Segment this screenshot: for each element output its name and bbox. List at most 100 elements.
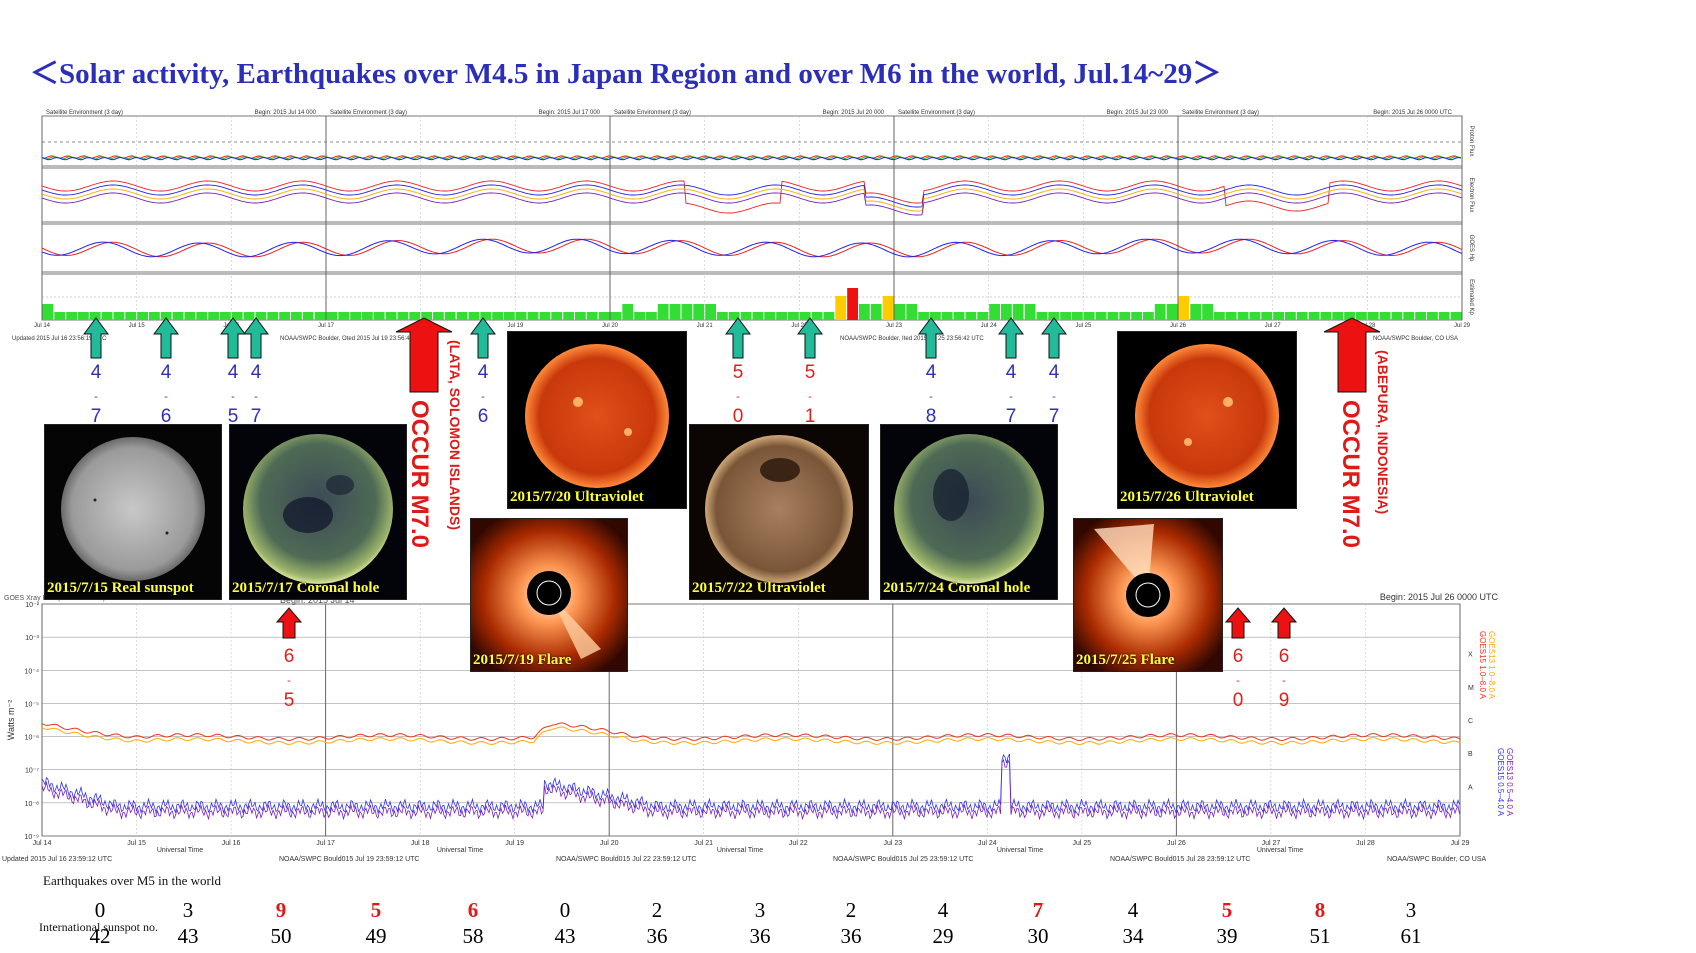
- xray-series-label: GOES13 0.5–4.0 A: [1505, 748, 1514, 817]
- sunspot-number: 50: [270, 924, 292, 948]
- kp-bar: [965, 312, 977, 320]
- kp-bar: [1154, 304, 1166, 320]
- kp-bar: [291, 312, 302, 320]
- kp-bar: [1320, 312, 1332, 320]
- eq-count: 0: [94, 898, 106, 922]
- kp-bar: [1001, 304, 1012, 320]
- kp-bar: [1344, 312, 1355, 320]
- eq-count: 3: [754, 898, 766, 922]
- photo-real-sunspot: 2015/7/15 Real sunspot: [44, 424, 222, 600]
- xray-date-tick: Jul 25: [1073, 840, 1092, 847]
- sunspot-disk-icon: [61, 437, 205, 581]
- kp-bar: [160, 312, 172, 320]
- kp-bar: [882, 296, 894, 320]
- kp-bar: [669, 304, 681, 320]
- kp-bar: [752, 312, 764, 320]
- kp-bar: [1083, 312, 1095, 320]
- kp-bar: [788, 312, 799, 320]
- up-arrow-icon: [1224, 607, 1252, 639]
- xray-date-tick: Jul 16: [222, 840, 241, 847]
- kp-bar: [1178, 296, 1190, 320]
- xray-footer-label: NOAA/SWPC Bould015 Jul 22 23:59:12 UTC: [556, 856, 696, 863]
- kp-bar: [1249, 312, 1261, 320]
- photo-ultraviolet-22: 2015/7/22 Ultraviolet: [689, 424, 869, 600]
- kp-bar: [918, 312, 929, 320]
- kp-bar: [717, 312, 728, 320]
- kp-bar: [172, 312, 184, 320]
- occur-arrow-icon: [1323, 317, 1381, 393]
- kp-bar: [1214, 312, 1225, 320]
- kp-bar: [350, 312, 361, 320]
- kp-bar: [539, 312, 551, 320]
- kp-bar: [728, 312, 740, 320]
- sunspot-label: International sunspot no.: [39, 920, 158, 934]
- sunspot-number: 61: [1400, 924, 1422, 948]
- kp-bar: [326, 312, 338, 320]
- xray-date-tick: Jul 26: [1167, 840, 1186, 847]
- up-arrow-icon: [220, 317, 246, 359]
- occur-location-2: (ABEPURA, INDONESIA): [1375, 350, 1391, 515]
- kp-bar: [610, 312, 622, 320]
- sunspot-number: 43: [177, 924, 199, 948]
- xray-universal-time: Universal Time: [1257, 847, 1303, 854]
- eq-count: 4: [1127, 898, 1139, 922]
- xray-class-label: A: [1468, 784, 1473, 791]
- kp-bar: [776, 312, 787, 320]
- kp-bar: [208, 312, 219, 320]
- xray-universal-time: Universal Time: [717, 847, 763, 854]
- kp-bar: [362, 312, 373, 320]
- panel-begin-label: Begin: 2015 Jul 26 0000 UTC: [1373, 110, 1452, 116]
- eq-count: 8: [1314, 898, 1326, 922]
- kp-bar: [1072, 312, 1083, 320]
- xray-universal-time: Universal Time: [157, 847, 203, 854]
- kp-bar: [1095, 312, 1107, 320]
- eq-count: 2: [845, 898, 857, 922]
- kp-bar: [1308, 312, 1320, 320]
- kp-bar: [953, 312, 965, 320]
- xray-date-tick: Jul 17: [316, 840, 335, 847]
- kp-bar: [1202, 304, 1213, 320]
- kp-bar: [1119, 312, 1131, 320]
- xray-frame: [41, 603, 1461, 837]
- eq-count: 5: [370, 898, 382, 922]
- eq-count: 5: [1221, 898, 1233, 922]
- kp-bar: [634, 312, 645, 320]
- kp-bar: [941, 312, 953, 320]
- kp-bar: [433, 312, 444, 320]
- goes-hp-line: [41, 238, 1463, 258]
- xray-date-tick: Jul 21: [694, 840, 713, 847]
- up-arrow-icon: [1041, 317, 1067, 359]
- kp-bar: [740, 312, 752, 320]
- occur-label-2: OCCUR M7.0: [1337, 400, 1364, 549]
- kp-bar: [243, 312, 255, 320]
- world-quake-magnitude: 6-9: [1278, 646, 1290, 711]
- kp-bar: [421, 312, 432, 320]
- japan-quake-magnitude: 4-8: [925, 362, 937, 427]
- kp-bar: [811, 312, 823, 320]
- xray-ytick: 10⁻⁶: [25, 735, 39, 742]
- xray-universal-time: Universal Time: [437, 847, 483, 854]
- panel-right-label: Proton Flux: [1468, 126, 1474, 157]
- xray-date-tick: Jul 18: [411, 840, 430, 847]
- xray-begin-label: Begin: 2015 Jul 14: [280, 595, 355, 605]
- japan-quake-magnitude: 4-7: [1048, 362, 1060, 427]
- kp-bar: [1332, 312, 1344, 320]
- kp-bar: [78, 312, 89, 320]
- kp-bar: [527, 312, 539, 320]
- date-tick-label: Jul 20: [602, 323, 619, 329]
- up-arrow-icon: [470, 317, 496, 359]
- electron-flux-line: [41, 192, 1463, 216]
- eq-count: 6: [467, 898, 479, 922]
- kp-bar: [1225, 312, 1237, 320]
- top-footer-left: Updated 2015 Jul 16 23:56:19 UTC: [12, 336, 107, 342]
- xray-date-tick: Jul 28: [1356, 840, 1375, 847]
- xray-ytick: 10⁻³: [25, 635, 39, 642]
- kp-bar: [1024, 304, 1036, 320]
- eq-count: 2: [651, 898, 663, 922]
- up-arrow-icon: [998, 317, 1024, 359]
- panel-begin-label: Begin: 2015 Jul 23 000: [1107, 110, 1169, 116]
- kp-bar: [267, 312, 279, 320]
- kp-bar: [1166, 304, 1178, 320]
- kp-bar: [823, 312, 835, 320]
- date-tick-label: Jul 22: [791, 323, 808, 329]
